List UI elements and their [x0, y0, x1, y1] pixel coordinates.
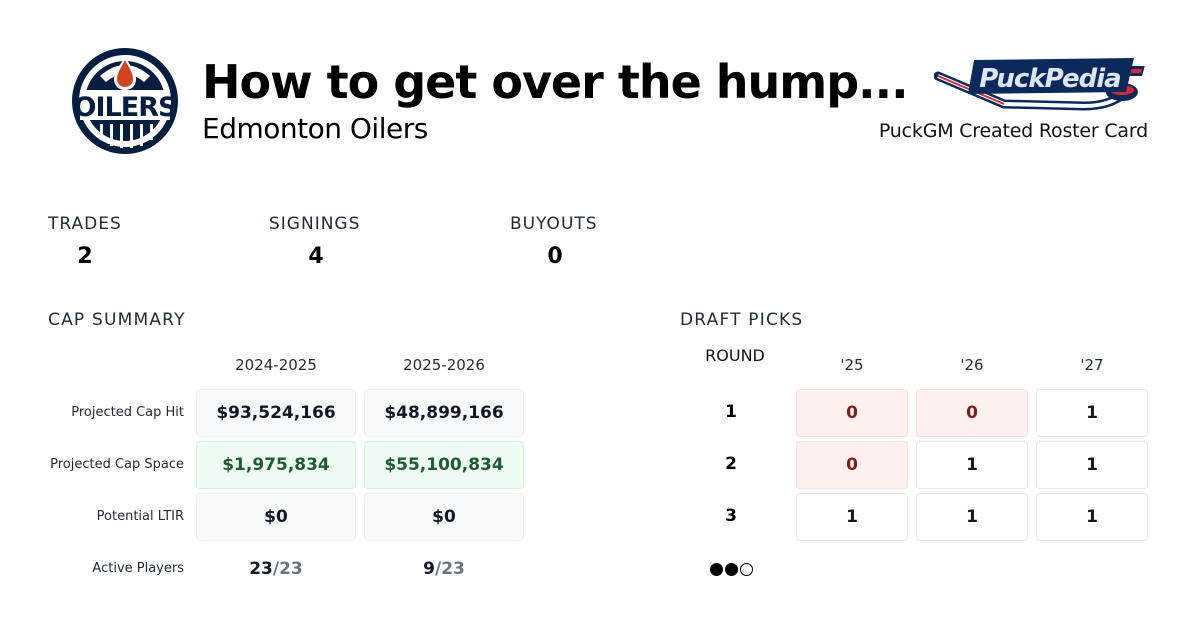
ltir-2024-2025: $0 — [196, 493, 356, 541]
active-max: /23 — [272, 559, 303, 579]
signings-value: 4 — [308, 244, 324, 269]
pick-cell: 0 — [796, 441, 908, 489]
year-header: '26 — [960, 356, 984, 374]
year-header: '27 — [1080, 356, 1104, 374]
pick-cell: 1 — [1036, 493, 1148, 541]
cap-space-2025-2026: $55,100,834 — [364, 441, 524, 489]
row-label-active-players: Active Players — [92, 561, 184, 576]
pick-cell: 1 — [1036, 389, 1148, 437]
pick-cell: 1 — [916, 441, 1028, 489]
page-dot-active[interactable] — [710, 563, 723, 576]
season-header: 2024-2025 — [235, 356, 317, 374]
pagination-dots — [710, 563, 753, 576]
round-header: ROUND — [705, 346, 765, 365]
signings-label: SIGNINGS — [269, 214, 361, 234]
row-label-cap-space: Projected Cap Space — [50, 457, 184, 472]
pick-cell: 1 — [796, 493, 908, 541]
cap-summary-title: CAP SUMMARY — [48, 310, 186, 330]
page-title: How to get over the hump... — [202, 55, 909, 109]
team-name: Edmonton Oilers — [202, 112, 428, 145]
round-number: 1 — [725, 402, 737, 422]
svg-text:OILERS: OILERS — [74, 92, 177, 123]
active-count: 9 — [423, 559, 435, 579]
round-number: 2 — [725, 454, 737, 474]
page-dot-inactive[interactable] — [740, 563, 753, 576]
season-header: 2025-2026 — [403, 356, 485, 374]
row-label-ltir: Potential LTIR — [96, 509, 184, 524]
row-label-cap-hit: Projected Cap Hit — [71, 405, 184, 420]
active-players-2025-2026: 9/23 — [364, 554, 524, 584]
cap-hit-2024-2025: $93,524,166 — [196, 389, 356, 437]
ltir-2025-2026: $0 — [364, 493, 524, 541]
draft-picks-title: DRAFT PICKS — [680, 310, 804, 330]
round-number: 3 — [725, 506, 737, 526]
svg-text:PuckPedia: PuckPedia — [979, 64, 1120, 94]
pick-cell: 0 — [916, 389, 1028, 437]
puckpedia-logo: PuckPedia — [933, 54, 1152, 116]
pick-cell: 0 — [796, 389, 908, 437]
brand-caption: PuckGM Created Roster Card — [878, 120, 1148, 142]
active-players-2024-2025: 23/23 — [196, 554, 356, 584]
buyouts-value: 0 — [547, 244, 563, 269]
active-count: 23 — [249, 559, 273, 579]
trades-label: TRADES — [48, 214, 122, 234]
trades-value: 2 — [77, 244, 93, 269]
cap-hit-2025-2026: $48,899,166 — [364, 389, 524, 437]
active-max: /23 — [434, 559, 465, 579]
team-logo: OILERS — [70, 46, 180, 156]
page-dot-active[interactable] — [725, 563, 738, 576]
cap-space-2024-2025: $1,975,834 — [196, 441, 356, 489]
pick-cell: 1 — [916, 493, 1028, 541]
year-header: '25 — [840, 356, 864, 374]
pick-cell: 1 — [1036, 441, 1148, 489]
buyouts-label: BUYOUTS — [510, 214, 598, 234]
